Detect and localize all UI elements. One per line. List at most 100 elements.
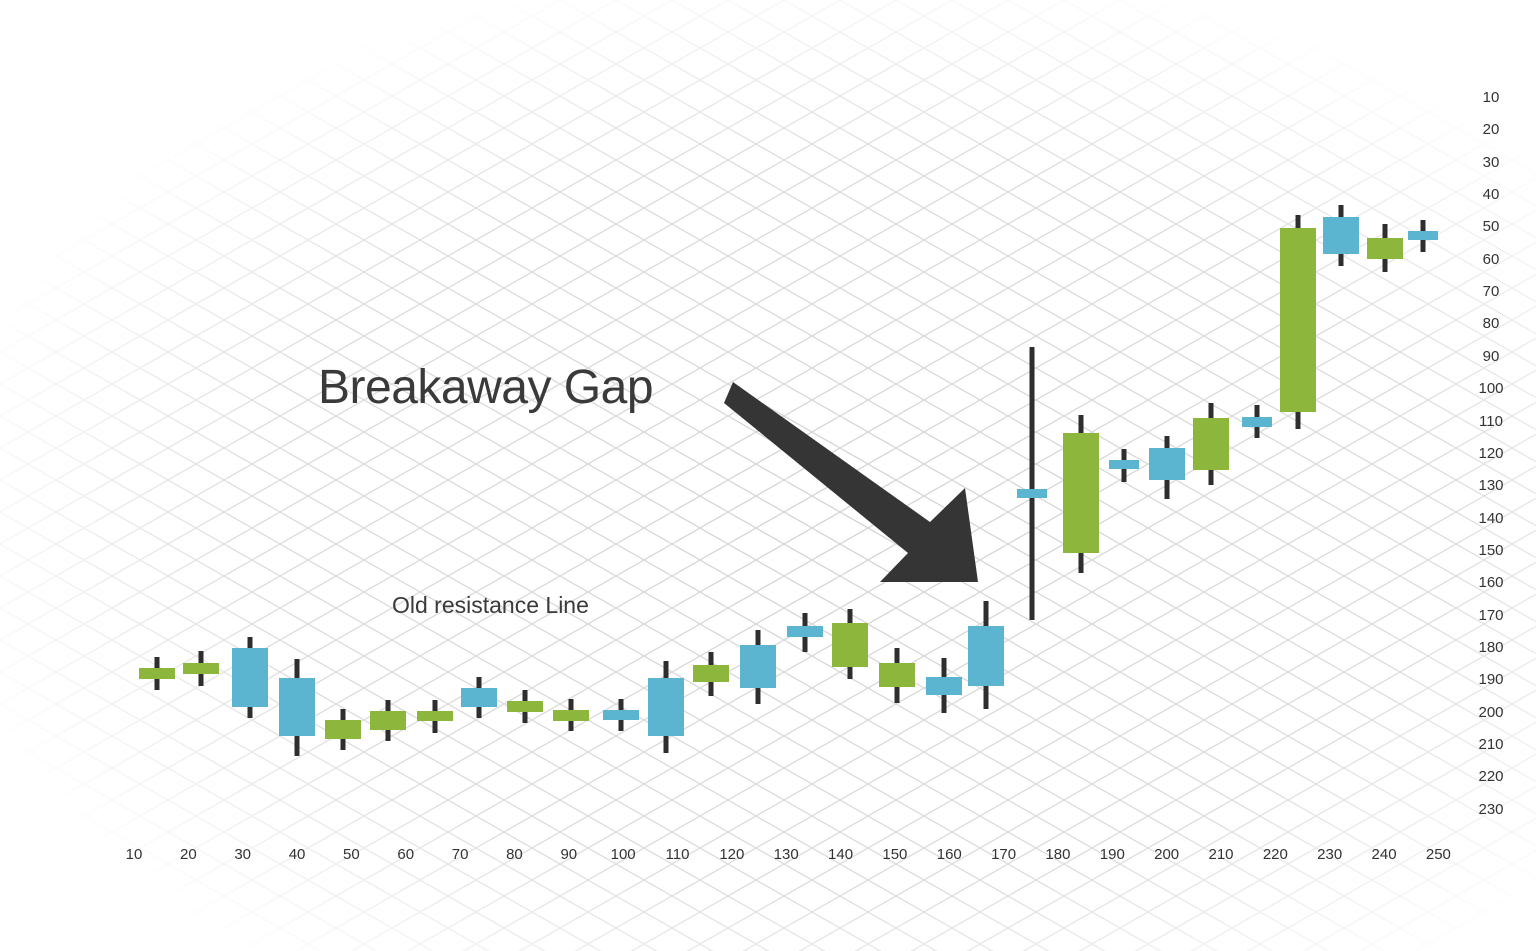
x-tick-label: 90 xyxy=(560,846,578,863)
x-tick-label: 40 xyxy=(288,846,306,863)
x-tick-label: 150 xyxy=(882,846,908,863)
x-tick-label: 120 xyxy=(719,846,745,863)
y-tick-label: 220 xyxy=(1478,768,1504,786)
x-tick-label: 70 xyxy=(451,846,469,863)
candle-body xyxy=(1149,448,1185,480)
candle xyxy=(461,677,497,718)
candle-body xyxy=(461,688,497,707)
candle xyxy=(926,658,962,713)
candle xyxy=(417,700,453,733)
y-tick-label: 230 xyxy=(1478,800,1504,818)
candle-body xyxy=(1408,231,1438,240)
y-tick-label: 60 xyxy=(1482,250,1500,268)
x-tick-label: 10 xyxy=(125,846,143,863)
candle xyxy=(183,651,219,686)
x-tick-label: 100 xyxy=(610,846,636,863)
x-tick-label: 80 xyxy=(506,846,523,863)
candle-body xyxy=(1323,217,1359,254)
x-tick-label: 110 xyxy=(665,846,690,863)
annotation-old-resistance: Old resistance Line xyxy=(392,592,589,618)
y-tick-label: 80 xyxy=(1482,315,1500,333)
candle-body xyxy=(370,711,406,730)
y-tick-label: 210 xyxy=(1478,736,1504,753)
candle-body xyxy=(879,663,915,687)
candle xyxy=(1017,347,1047,620)
candle-body xyxy=(507,701,543,712)
x-tick-label: 60 xyxy=(397,846,415,863)
y-tick-label: 10 xyxy=(1482,89,1500,106)
y-tick-label: 90 xyxy=(1482,347,1500,365)
candle-body xyxy=(1367,238,1403,259)
candle xyxy=(603,699,639,731)
y-tick-label: 100 xyxy=(1478,380,1504,398)
candle xyxy=(648,661,684,753)
candle xyxy=(1149,436,1185,499)
y-tick-label: 30 xyxy=(1482,153,1500,171)
candle xyxy=(279,659,315,756)
candle-body xyxy=(603,710,639,720)
candle-body xyxy=(1063,433,1099,553)
y-tick-label: 120 xyxy=(1478,444,1504,462)
candle xyxy=(1193,403,1229,485)
candles-group xyxy=(139,205,1438,756)
candle xyxy=(1323,205,1359,266)
y-tick-label: 200 xyxy=(1478,703,1504,721)
candle-body xyxy=(787,626,823,637)
candle-body xyxy=(648,678,684,736)
candle xyxy=(553,699,589,731)
y-tick-label: 190 xyxy=(1478,671,1504,689)
candle xyxy=(1242,405,1272,438)
y-tick-label: 170 xyxy=(1478,606,1504,624)
x-tick-label: 50 xyxy=(343,846,360,863)
candle-body xyxy=(926,677,962,695)
candle xyxy=(968,601,1004,709)
candle xyxy=(879,648,915,703)
y-tick-label: 50 xyxy=(1482,218,1500,236)
y-tick-label: 140 xyxy=(1478,509,1504,527)
candle-body xyxy=(1017,489,1047,498)
candle-body xyxy=(1193,418,1229,470)
candle-body xyxy=(325,720,361,739)
y-tick-label: 110 xyxy=(1479,412,1503,430)
x-tick-label: 250 xyxy=(1425,846,1451,863)
x-tick-label: 140 xyxy=(828,846,854,863)
candle-body xyxy=(1109,460,1139,469)
candle xyxy=(832,609,868,679)
x-tick-label: 180 xyxy=(1045,846,1071,863)
candle-body xyxy=(693,665,729,682)
x-tick-label: 240 xyxy=(1371,846,1397,863)
x-tick-label: 30 xyxy=(234,846,252,863)
candle xyxy=(370,700,406,741)
y-tick-label: 40 xyxy=(1482,186,1500,204)
candle-body xyxy=(183,663,219,674)
candle-body xyxy=(968,626,1004,686)
x-tick-label: 170 xyxy=(991,846,1017,863)
x-tick-label: 20 xyxy=(180,846,197,863)
candle-body xyxy=(553,710,589,721)
candle-body xyxy=(832,623,868,667)
x-tick-label: 220 xyxy=(1262,846,1288,863)
candle-body xyxy=(417,711,453,721)
y-tick-label: 130 xyxy=(1478,477,1504,495)
x-tick-label: 190 xyxy=(1099,846,1125,863)
candle-body xyxy=(279,678,315,736)
y-tick-label: 160 xyxy=(1478,574,1504,592)
chart-title: Breakaway Gap xyxy=(318,361,654,414)
candle-body xyxy=(740,645,776,688)
x-tick-label: 160 xyxy=(936,846,962,863)
y-tick-label: 150 xyxy=(1478,541,1504,559)
y-tick-label: 70 xyxy=(1482,283,1500,301)
candle xyxy=(507,690,543,723)
y-tick-label: 20 xyxy=(1482,121,1500,139)
candle xyxy=(787,613,823,652)
candle-wick xyxy=(1029,347,1035,620)
candle xyxy=(1367,224,1403,272)
x-tick-label: 200 xyxy=(1154,846,1180,863)
candle xyxy=(1280,215,1316,429)
x-tick-label: 230 xyxy=(1317,846,1343,863)
candle xyxy=(1408,220,1438,252)
candle-body xyxy=(232,648,268,707)
candle xyxy=(1063,415,1099,573)
